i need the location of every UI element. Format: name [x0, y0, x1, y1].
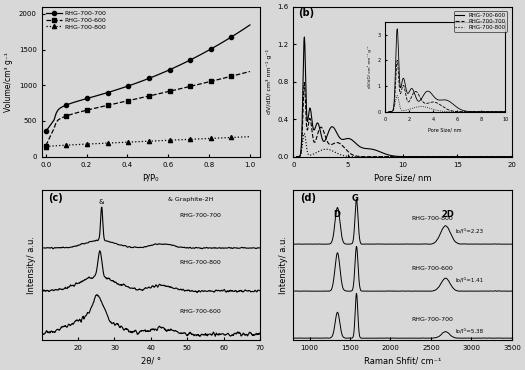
RHG-700-700 — [504, 154, 510, 159]
RHG-700-600 — [230, 74, 237, 78]
RHG-700-800 — [509, 154, 515, 159]
Line: RHG-700-700: RHG-700-700 — [297, 83, 512, 157]
RHG-700-700 — [396, 154, 403, 159]
Text: RHG-700-600: RHG-700-600 — [179, 309, 221, 314]
RHG-700-700 — [43, 129, 49, 134]
RHG-700-800 — [301, 131, 308, 136]
RHG-700-700 — [236, 30, 243, 34]
Legend: RHG-700-700, RHG-700-600, RHG-700-800: RHG-700-700, RHG-700-600, RHG-700-800 — [45, 10, 107, 31]
Text: RHG-700-700: RHG-700-700 — [179, 213, 221, 218]
RHG-700-600 — [293, 154, 300, 159]
RHG-700-800 — [293, 154, 300, 159]
RHG-700-700 — [82, 97, 88, 101]
Text: Iᴅ/Iᴳ=1.41: Iᴅ/Iᴳ=1.41 — [455, 278, 483, 283]
RHG-700-800 — [230, 135, 237, 139]
Line: RHG-700-600: RHG-700-600 — [44, 70, 252, 148]
Text: 2D: 2D — [441, 211, 454, 219]
RHG-700-700 — [411, 154, 417, 159]
RHG-700-700 — [509, 154, 515, 159]
Text: D: D — [333, 211, 340, 219]
Text: (c): (c) — [48, 193, 63, 203]
RHG-700-700 — [164, 68, 171, 73]
RHG-700-600 — [90, 107, 97, 111]
RHG-700-700 — [247, 23, 253, 27]
RHG-700-800 — [422, 154, 428, 159]
Line: RHG-700-800: RHG-700-800 — [297, 134, 512, 157]
Text: RHG-700-800: RHG-700-800 — [412, 216, 453, 221]
RHG-700-600 — [82, 108, 88, 113]
Y-axis label: Volume/cm³ g⁻¹: Volume/cm³ g⁻¹ — [4, 52, 13, 112]
RHG-700-800 — [90, 142, 97, 146]
RHG-700-700 — [422, 154, 428, 159]
RHG-700-800 — [411, 154, 417, 159]
RHG-700-600 — [470, 154, 477, 159]
RHG-700-600 — [509, 154, 515, 159]
RHG-700-600 — [43, 143, 49, 148]
Text: RHG-700-800: RHG-700-800 — [179, 260, 221, 265]
RHG-700-800 — [43, 145, 49, 149]
RHG-700-700 — [470, 154, 477, 159]
Text: Iᴅ/Iᴳ=5.38: Iᴅ/Iᴳ=5.38 — [455, 329, 483, 334]
RHG-700-800 — [504, 154, 510, 159]
Y-axis label: dV/dD/ cm³ nm⁻¹ g⁻¹: dV/dD/ cm³ nm⁻¹ g⁻¹ — [266, 49, 271, 114]
RHG-700-700 — [230, 33, 237, 38]
RHG-700-600 — [504, 154, 510, 159]
Line: RHG-700-600: RHG-700-600 — [297, 37, 512, 157]
Text: & Graphite-2H: & Graphite-2H — [169, 197, 214, 202]
RHG-700-800 — [82, 142, 88, 147]
RHG-700-600 — [301, 35, 308, 39]
X-axis label: P/P₀: P/P₀ — [143, 173, 159, 182]
Y-axis label: Intensity/ a.u.: Intensity/ a.u. — [27, 236, 36, 295]
RHG-700-800 — [397, 154, 404, 159]
X-axis label: Pore Size/ nm: Pore Size/ nm — [374, 173, 432, 182]
RHG-700-800 — [148, 139, 154, 143]
RHG-700-600 — [397, 154, 404, 159]
RHG-700-800 — [470, 154, 477, 159]
RHG-700-700 — [293, 154, 300, 159]
RHG-700-800 — [164, 138, 171, 142]
Text: RHG-700-600: RHG-700-600 — [412, 266, 453, 271]
X-axis label: Raman Shfit/ cm⁻¹: Raman Shfit/ cm⁻¹ — [364, 357, 442, 366]
RHG-700-600 — [236, 72, 243, 76]
Text: &: & — [99, 199, 104, 205]
Legend: RHG-700-600, RHG-700-700, RHG-700-800: RHG-700-600, RHG-700-700, RHG-700-800 — [454, 11, 507, 31]
RHG-700-800 — [236, 135, 243, 139]
RHG-700-700 — [397, 154, 404, 159]
RHG-700-800 — [396, 154, 403, 159]
RHG-700-700 — [301, 80, 308, 85]
RHG-700-700 — [90, 94, 97, 99]
Text: (d): (d) — [300, 193, 316, 203]
RHG-700-600 — [247, 69, 253, 74]
RHG-700-700 — [148, 75, 154, 80]
RHG-700-600 — [422, 154, 428, 159]
Text: RHG-700-700: RHG-700-700 — [412, 317, 453, 322]
Text: (b): (b) — [298, 8, 314, 18]
RHG-700-800 — [247, 134, 253, 139]
RHG-700-600 — [148, 93, 154, 98]
RHG-700-600 — [164, 90, 171, 94]
RHG-700-600 — [411, 154, 417, 159]
Y-axis label: Intensity/ a.u.: Intensity/ a.u. — [279, 236, 288, 295]
Line: RHG-700-700: RHG-700-700 — [44, 23, 252, 134]
Text: G: G — [352, 194, 359, 203]
X-axis label: 2θ/ °: 2θ/ ° — [141, 357, 161, 366]
RHG-700-600 — [396, 154, 403, 159]
Text: Iᴅ/Iᴳ=2.23: Iᴅ/Iᴳ=2.23 — [455, 228, 483, 233]
Line: RHG-700-800: RHG-700-800 — [44, 135, 252, 149]
